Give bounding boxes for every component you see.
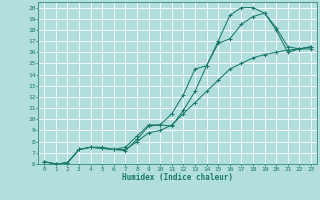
X-axis label: Humidex (Indice chaleur): Humidex (Indice chaleur) <box>122 173 233 182</box>
